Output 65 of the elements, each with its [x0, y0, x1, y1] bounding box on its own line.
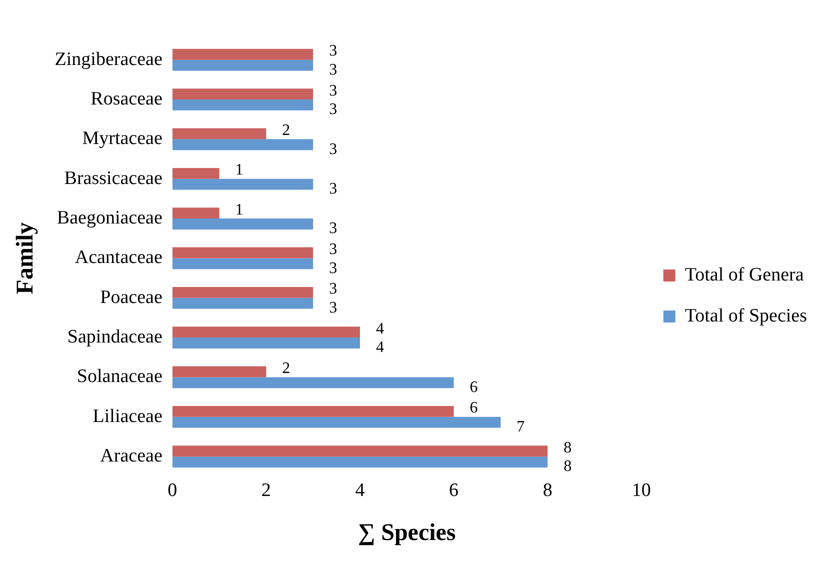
bar	[172, 446, 548, 457]
bar	[172, 416, 501, 428]
data-label: 3	[329, 61, 338, 78]
y-tick-label: Araceae	[100, 446, 162, 467]
data-label: 8	[564, 458, 572, 476]
data-label: 3	[329, 300, 338, 317]
bar	[172, 338, 360, 348]
x-tick-label: 10	[632, 480, 651, 501]
bar	[172, 377, 454, 388]
bar	[172, 326, 360, 338]
y-tick-label: Rosaceae	[90, 88, 162, 110]
bar	[172, 406, 454, 417]
data-label: 3	[329, 82, 338, 100]
data-label: 3	[329, 220, 338, 238]
data-label: 3	[329, 180, 338, 198]
x-tick-label: 8	[542, 480, 552, 501]
bar	[172, 60, 314, 71]
bar	[172, 258, 314, 270]
bar	[172, 48, 314, 60]
bar	[172, 298, 314, 309]
bar	[172, 247, 314, 258]
x-tick-label: 4	[355, 480, 366, 501]
y-tick-label: Liliaceae	[92, 406, 162, 427]
data-label: 4	[376, 339, 384, 356]
bar	[172, 456, 548, 468]
x-tick-label: 0	[168, 480, 178, 501]
data-label: 3	[329, 280, 338, 298]
data-label: 7	[516, 418, 525, 436]
bar	[172, 168, 220, 179]
bar	[172, 286, 314, 298]
data-label: 3	[329, 101, 338, 118]
x-tick-label: 2	[261, 480, 271, 501]
bar	[172, 100, 314, 110]
data-label: 6	[470, 378, 478, 396]
data-label: 2	[282, 360, 290, 377]
x-axis-title: ∑ Species	[358, 520, 456, 546]
data-label: 3	[329, 260, 338, 277]
y-tick-label: Solanaceae	[76, 366, 162, 388]
data-label: 1	[235, 162, 244, 179]
x-tick-label: 6	[449, 480, 459, 501]
data-label: 3	[329, 42, 338, 60]
bar	[172, 88, 314, 100]
data-label: 3	[329, 240, 338, 258]
y-tick-label: Myrtaceae	[82, 128, 162, 150]
bar	[172, 366, 266, 378]
legend-label: Total of Genera	[684, 264, 804, 286]
y-tick-label: Zingiberaceae	[54, 48, 162, 70]
data-label: 4	[376, 320, 384, 338]
bar	[172, 218, 314, 230]
data-label: 8	[564, 439, 572, 456]
legend-label: Total of Species	[684, 305, 808, 326]
data-label: 6	[470, 400, 478, 417]
y-tick-label: Poaceae	[100, 286, 162, 308]
bar	[172, 208, 220, 219]
data-label: 1	[235, 201, 244, 218]
bar	[172, 139, 314, 150]
data-label: 3	[329, 140, 338, 158]
y-tick-label: Acantaceae	[74, 247, 162, 268]
y-tick-label: Sapindaceae	[67, 326, 162, 348]
y-axis-title: Family	[12, 222, 39, 294]
y-tick-label: Brassicaceae	[64, 168, 162, 189]
data-label: 2	[282, 122, 290, 139]
bar	[172, 128, 266, 140]
y-tick-label: Baegoniaceae	[56, 208, 162, 229]
bar	[172, 178, 314, 190]
